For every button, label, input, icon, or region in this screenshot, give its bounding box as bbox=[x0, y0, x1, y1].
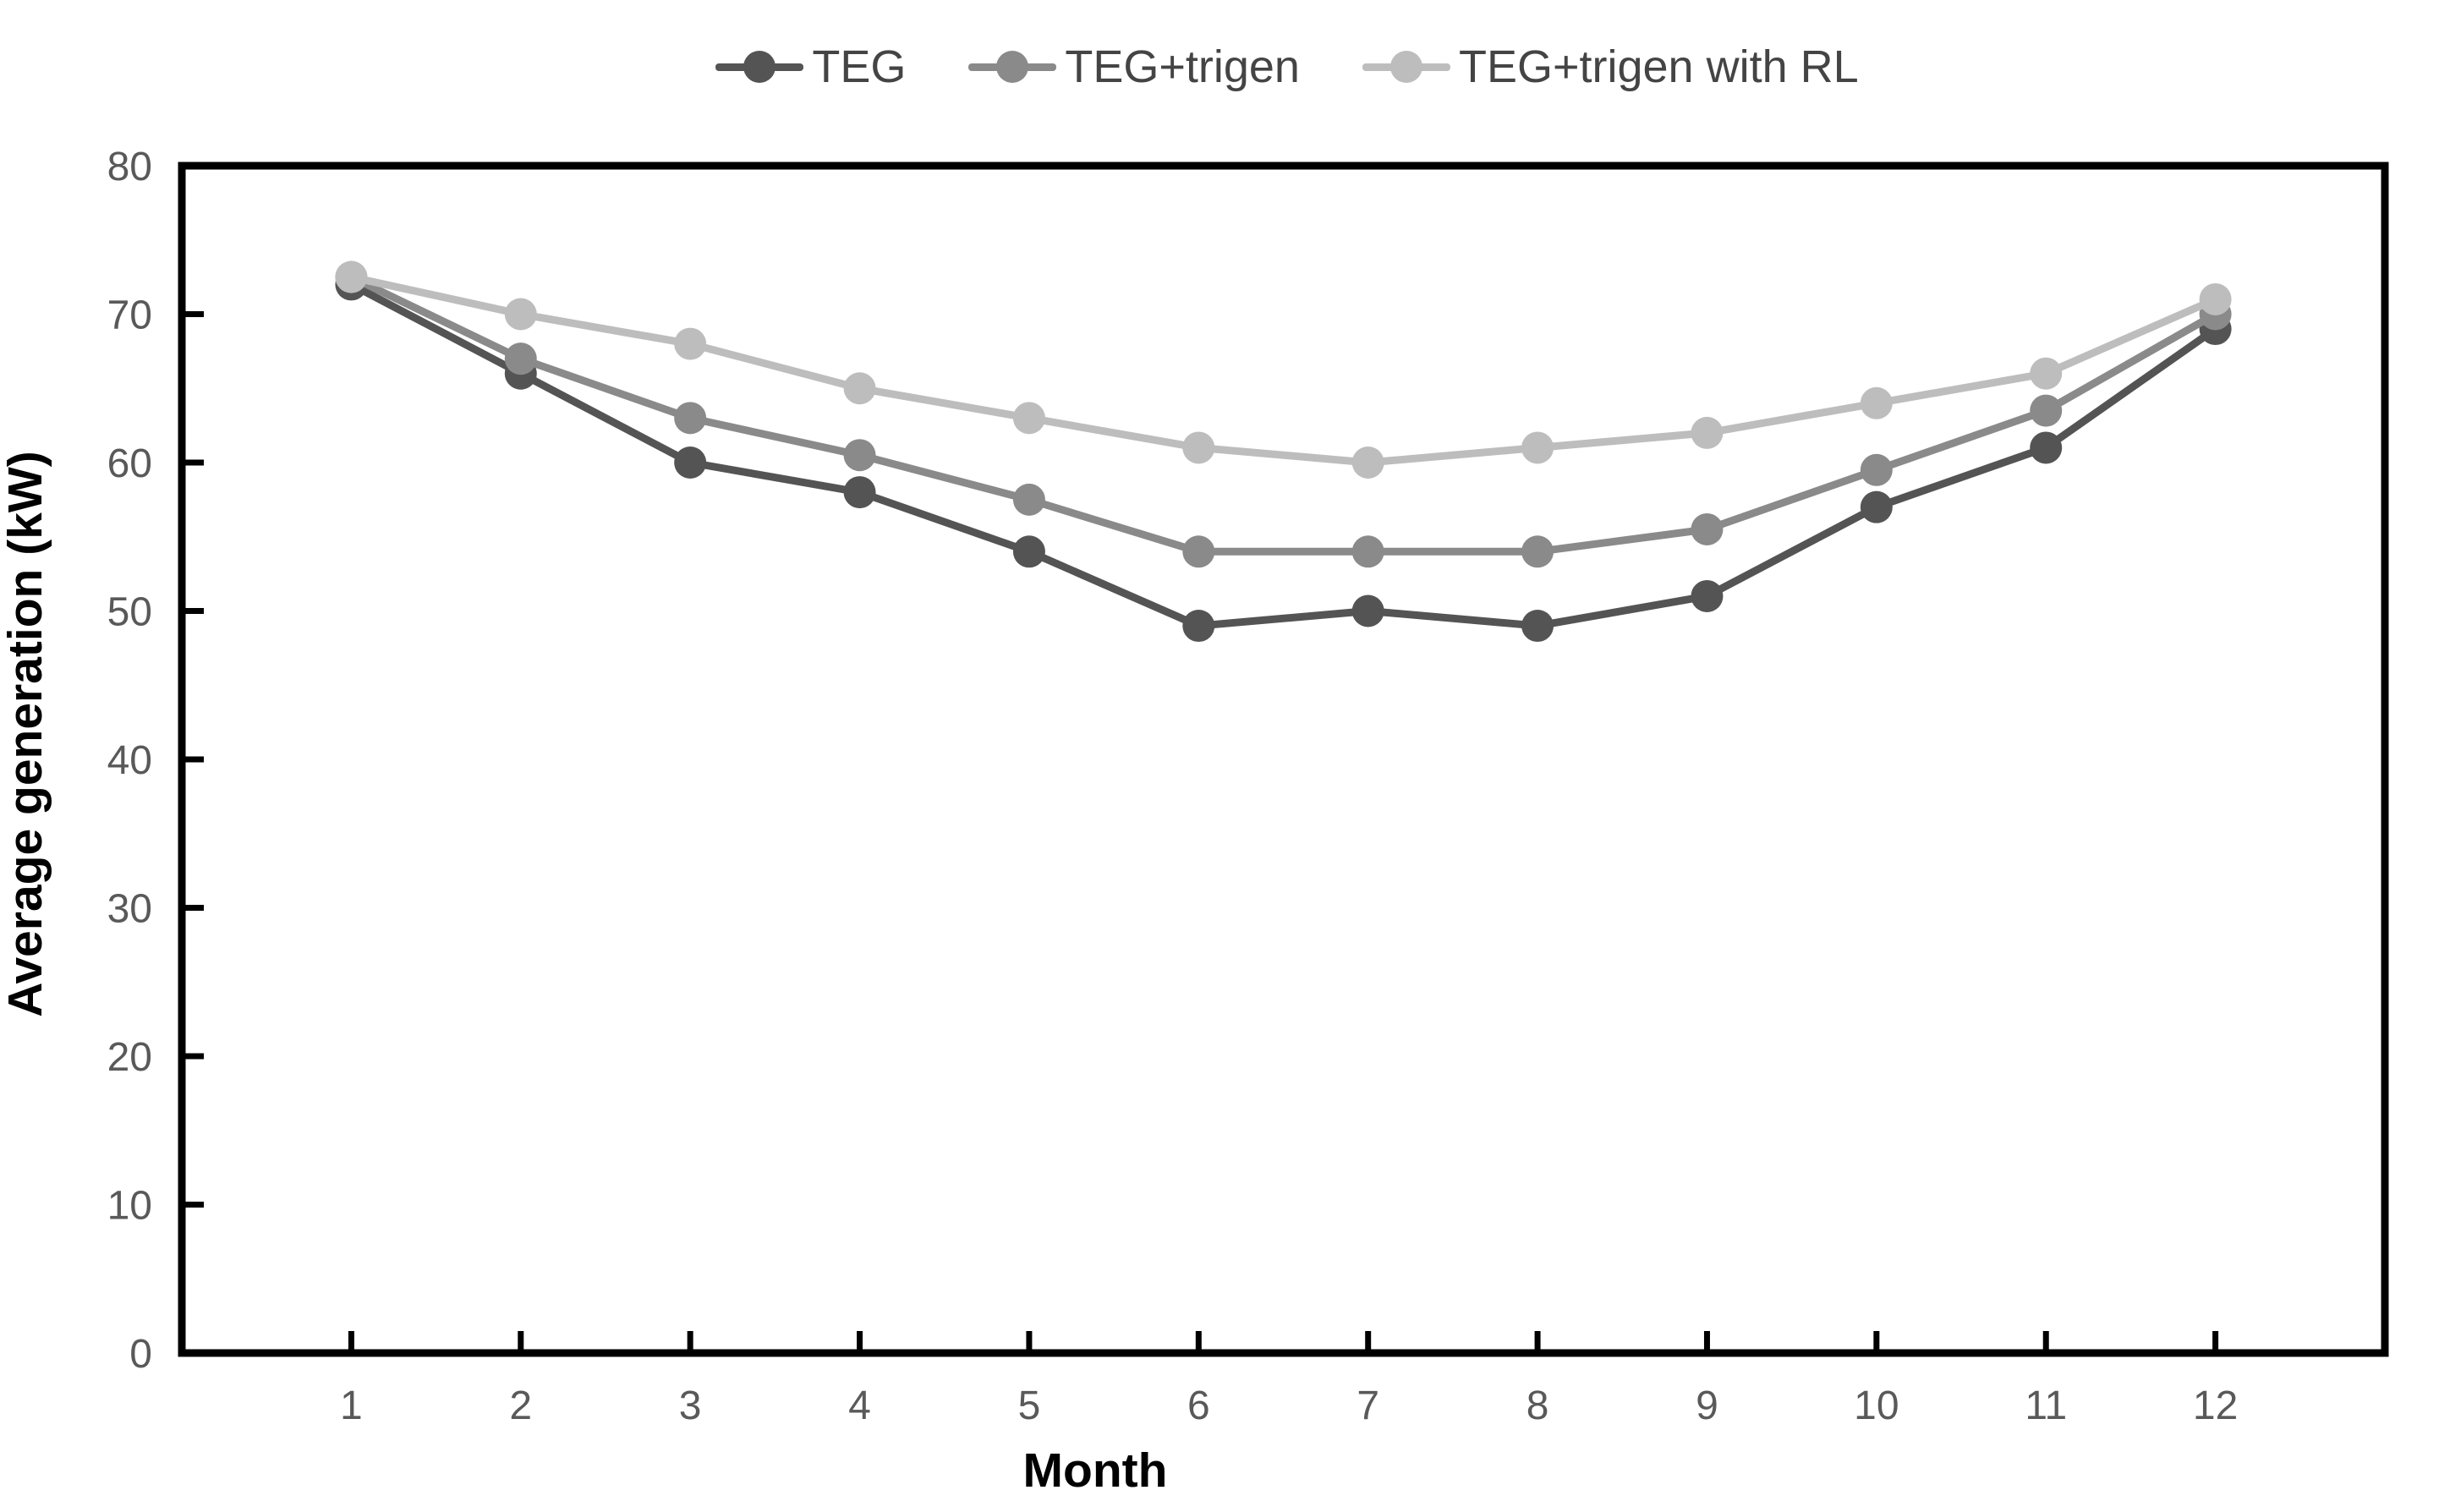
y-tick-label: 30 bbox=[107, 887, 152, 932]
data-series bbox=[335, 260, 2232, 643]
data-point bbox=[2030, 394, 2063, 427]
data-point bbox=[2199, 282, 2232, 315]
y-axis-tick-labels: 0 10 20 30 40 50 60 70 80 bbox=[107, 145, 152, 1377]
x-tick-label: 7 bbox=[1357, 1383, 1379, 1428]
data-point bbox=[1182, 610, 1215, 643]
data-point bbox=[1182, 535, 1215, 568]
y-tick-label: 40 bbox=[107, 738, 152, 783]
x-tick-label: 10 bbox=[1854, 1383, 1899, 1428]
data-point bbox=[1860, 453, 1893, 486]
x-tick-label: 6 bbox=[1187, 1383, 1210, 1428]
legend-item-teg-trigen[interactable]: TEG+trigen bbox=[968, 41, 1300, 93]
x-tick-label: 5 bbox=[1018, 1383, 1041, 1428]
y-axis-title: Average generation (kW) bbox=[0, 451, 52, 1017]
legend-label-teg: TEG bbox=[812, 41, 907, 92]
x-axis-tick-labels: 1 2 3 4 5 6 7 8 9 10 11 12 bbox=[340, 1383, 2238, 1428]
data-point bbox=[1860, 386, 1893, 419]
x-axis-title: Month bbox=[1022, 1444, 1168, 1498]
data-point bbox=[843, 476, 876, 509]
legend-item-teg-trigen-rl[interactable]: TEG+trigen with RL bbox=[1362, 41, 1859, 93]
data-point bbox=[1351, 594, 1384, 627]
data-point bbox=[1521, 610, 1554, 643]
y-tick-label: 20 bbox=[107, 1035, 152, 1080]
x-tick-label: 8 bbox=[1526, 1383, 1549, 1428]
data-point bbox=[1521, 535, 1554, 568]
y-tick-label: 80 bbox=[107, 145, 152, 189]
y-tick-label: 60 bbox=[107, 441, 152, 486]
data-point bbox=[1691, 512, 1724, 545]
x-tick-label: 11 bbox=[2025, 1383, 2067, 1428]
legend-item-teg[interactable]: TEG bbox=[715, 41, 906, 93]
plot-frame bbox=[178, 162, 2389, 1357]
data-point bbox=[843, 372, 876, 405]
data-point bbox=[1012, 535, 1045, 568]
x-tick-label: 1 bbox=[340, 1383, 363, 1428]
x-tick-label: 4 bbox=[848, 1383, 871, 1428]
x-tick-label: 3 bbox=[679, 1383, 702, 1428]
data-point bbox=[1860, 490, 1893, 523]
legend-marker-teg-trigen bbox=[968, 47, 1057, 87]
data-point bbox=[1521, 431, 1554, 464]
series-teg-trigen-with-rl bbox=[335, 260, 2232, 479]
data-point bbox=[335, 260, 368, 293]
data-point bbox=[2030, 357, 2063, 390]
legend-label-teg-trigen: TEG+trigen bbox=[1065, 41, 1300, 92]
y-tick-label: 50 bbox=[107, 590, 152, 635]
data-point bbox=[2030, 431, 2063, 464]
data-point bbox=[1182, 431, 1215, 464]
x-tick-label: 2 bbox=[509, 1383, 532, 1428]
chart-legend: TEG TEG+trigen TEG+trigen with RL bbox=[68, 41, 2439, 93]
data-point bbox=[843, 439, 876, 472]
data-point bbox=[674, 327, 707, 360]
data-point bbox=[504, 342, 537, 375]
data-point bbox=[1351, 535, 1384, 568]
legend-marker-teg bbox=[715, 47, 804, 87]
y-tick-label: 0 bbox=[129, 1332, 152, 1377]
data-point bbox=[1351, 446, 1384, 479]
data-point bbox=[1012, 402, 1045, 435]
legend-marker-teg-trigen-rl bbox=[1362, 47, 1450, 87]
data-point bbox=[674, 446, 707, 479]
x-tick-label: 12 bbox=[2193, 1383, 2238, 1428]
y-tick-label: 70 bbox=[107, 293, 152, 338]
data-point bbox=[1012, 483, 1045, 516]
data-point bbox=[1691, 579, 1724, 612]
data-point bbox=[674, 402, 707, 435]
axis-ticks bbox=[182, 162, 2219, 1356]
series-teg-trigen bbox=[335, 260, 2232, 568]
data-point bbox=[504, 298, 537, 331]
y-tick-label: 10 bbox=[107, 1184, 152, 1229]
data-point bbox=[1691, 416, 1724, 449]
legend-label-teg-trigen-rl: TEG+trigen with RL bbox=[1458, 41, 1859, 92]
x-tick-label: 9 bbox=[1696, 1383, 1718, 1428]
